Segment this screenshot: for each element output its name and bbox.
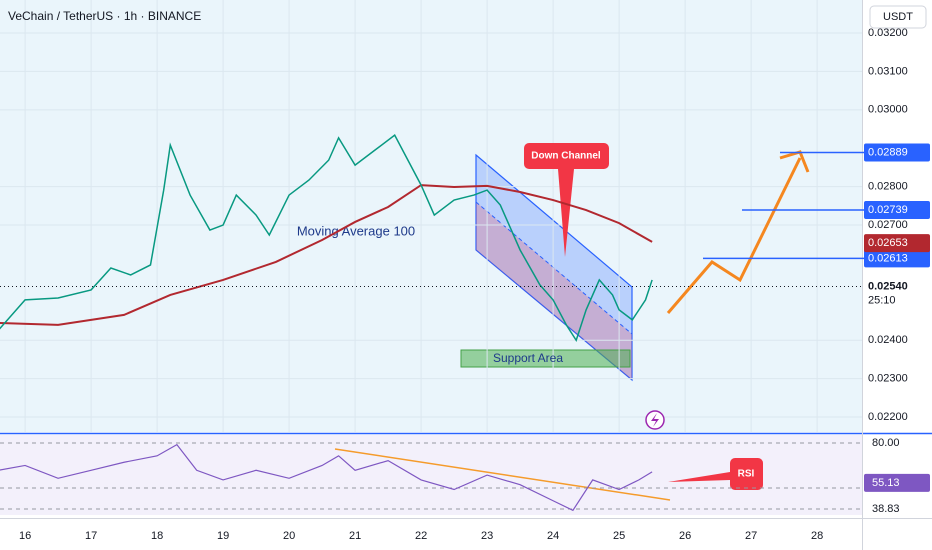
price-tag (864, 201, 930, 220)
x-tick-label: 19 (217, 530, 229, 542)
price-tag (864, 234, 930, 253)
x-tick-label: 25 (613, 530, 625, 542)
last-price-label: 0.02540 (868, 280, 908, 292)
price-pane (0, 0, 862, 432)
y-tick-label: 0.03000 (868, 104, 908, 116)
down-channel-callout (524, 143, 609, 257)
x-tick-label: 23 (481, 530, 493, 542)
rsi-trendline (334, 448, 671, 501)
support-area (460, 349, 631, 368)
price-tag-label: 0.02613 (868, 252, 908, 264)
currency-box[interactable] (869, 5, 927, 29)
x-tick-label: 20 (283, 530, 295, 542)
rsi-tick-label: 80.00 (872, 437, 900, 449)
rsi-callout (668, 458, 763, 490)
price-line (0, 134, 653, 342)
down-channel-lower (476, 202, 632, 380)
x-tick-label: 24 (547, 530, 559, 542)
x-tick-label: 26 (679, 530, 691, 542)
y-tick-label: 0.02400 (868, 334, 908, 346)
moving-average (0, 184, 653, 326)
x-tick-label: 21 (349, 530, 361, 542)
y-tick-label: 0.03100 (868, 65, 908, 77)
rsi-tick-label: 38.83 (872, 503, 900, 515)
y-tick-label: 0.02700 (868, 219, 908, 231)
rsi-label: RSI (738, 469, 755, 480)
price-tag (864, 249, 930, 268)
projection-arrow (666, 157, 802, 314)
y-tick-label: 0.02300 (868, 373, 908, 385)
x-tick-label: 16 (19, 530, 31, 542)
rsi-line (0, 443, 653, 512)
price-tag-label: 0.02739 (868, 204, 908, 216)
ma-label: Moving Average 100 (297, 223, 415, 238)
y-tick-label: 0.03200 (868, 27, 908, 39)
rsi-last-label: 55.13 (872, 477, 900, 489)
price-tag-label: 0.02889 (868, 146, 908, 158)
x-tick-label: 22 (415, 530, 427, 542)
currency[interactable]: USDT (883, 11, 913, 23)
x-tick-label: 28 (811, 530, 823, 542)
event-bolt (651, 413, 659, 427)
y-tick-label: 0.02200 (868, 411, 908, 423)
support-label: Support Area (493, 351, 563, 365)
y-tick-label: 0.02800 (868, 181, 908, 193)
last-price-box (864, 277, 930, 310)
chart-title: VeChain / TetherUS · 1h · BINANCE (8, 9, 201, 23)
price-tag (864, 143, 930, 162)
x-tick-label: 18 (151, 530, 163, 542)
price-tag-label: 0.02653 (868, 237, 908, 249)
drawings (0, 0, 862, 432)
x-tick-label: 17 (85, 530, 97, 542)
countdown: 25:10 (868, 294, 896, 306)
down-channel-label: Down Channel (531, 151, 601, 162)
channel-midline (475, 201, 633, 335)
rsi-last-box (864, 473, 930, 492)
x-tick-label: 27 (745, 530, 757, 542)
